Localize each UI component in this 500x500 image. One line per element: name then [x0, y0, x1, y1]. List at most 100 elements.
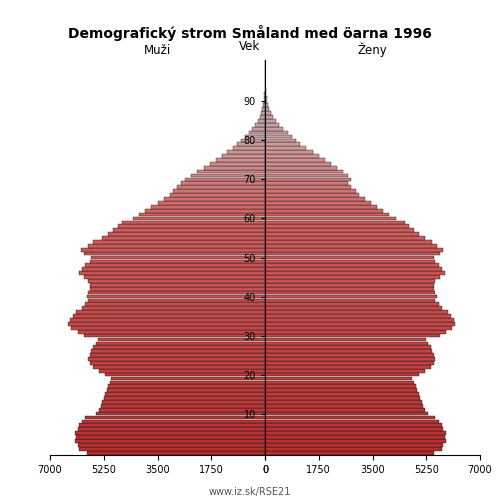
Bar: [265, 130, 287, 134]
Bar: [222, 154, 265, 158]
Bar: [265, 100, 268, 103]
Bar: [87, 451, 265, 454]
Bar: [265, 104, 268, 107]
Bar: [88, 279, 265, 283]
Bar: [112, 376, 265, 380]
Bar: [102, 400, 265, 404]
Bar: [93, 346, 265, 349]
Bar: [265, 166, 337, 170]
Bar: [88, 357, 265, 361]
Bar: [265, 275, 440, 279]
Bar: [261, 111, 265, 115]
Bar: [164, 197, 265, 201]
Bar: [265, 408, 424, 412]
Bar: [265, 451, 434, 454]
Bar: [265, 212, 390, 216]
Bar: [238, 142, 265, 146]
Bar: [265, 350, 432, 353]
Bar: [110, 380, 265, 384]
Bar: [265, 365, 431, 368]
Bar: [204, 166, 265, 170]
Bar: [265, 162, 331, 166]
Bar: [90, 353, 265, 357]
Bar: [265, 294, 437, 298]
Bar: [265, 420, 438, 424]
Bar: [265, 111, 271, 115]
Bar: [185, 178, 265, 182]
Bar: [70, 318, 265, 322]
Bar: [265, 150, 312, 154]
Bar: [265, 170, 344, 173]
Bar: [265, 272, 444, 275]
Bar: [265, 291, 436, 294]
Bar: [265, 372, 418, 376]
Bar: [88, 291, 265, 294]
Bar: [265, 400, 422, 404]
Bar: [265, 209, 384, 212]
Bar: [173, 190, 265, 193]
Bar: [86, 416, 265, 420]
Bar: [265, 342, 428, 345]
Bar: [265, 380, 414, 384]
Bar: [265, 396, 420, 400]
Bar: [265, 310, 448, 314]
Bar: [265, 346, 431, 349]
Bar: [265, 279, 436, 283]
Bar: [265, 432, 446, 435]
Bar: [84, 252, 265, 256]
Bar: [87, 294, 265, 298]
Bar: [106, 372, 265, 376]
Bar: [245, 134, 265, 138]
Bar: [96, 342, 265, 345]
Bar: [170, 193, 265, 197]
Bar: [79, 424, 265, 427]
Bar: [265, 190, 356, 193]
Bar: [265, 108, 270, 111]
Bar: [265, 232, 418, 236]
Bar: [226, 150, 265, 154]
Bar: [73, 314, 265, 318]
Bar: [265, 256, 434, 260]
Bar: [260, 115, 265, 119]
Bar: [265, 224, 410, 228]
Bar: [252, 127, 265, 130]
Bar: [102, 236, 265, 240]
Bar: [265, 92, 266, 96]
Bar: [265, 154, 319, 158]
Bar: [152, 205, 265, 208]
Bar: [265, 193, 358, 197]
Bar: [93, 365, 265, 368]
Bar: [133, 216, 265, 220]
Bar: [258, 119, 265, 122]
Bar: [264, 100, 265, 103]
Bar: [265, 428, 443, 431]
Title: Ženy: Ženy: [358, 43, 388, 58]
Bar: [108, 384, 265, 388]
Bar: [265, 369, 424, 372]
Bar: [79, 447, 265, 450]
Bar: [106, 392, 265, 396]
Bar: [265, 439, 446, 443]
Bar: [113, 228, 265, 232]
Bar: [265, 338, 426, 342]
Bar: [92, 256, 265, 260]
Bar: [265, 392, 418, 396]
Bar: [158, 201, 265, 204]
Bar: [72, 326, 265, 330]
Bar: [76, 435, 265, 439]
Bar: [92, 350, 265, 353]
Bar: [122, 220, 265, 224]
Bar: [210, 162, 265, 166]
Bar: [265, 236, 424, 240]
Bar: [263, 104, 265, 107]
Text: Demografický strom Småland med öarna 1996: Demografický strom Småland med öarna 199…: [68, 25, 432, 41]
Bar: [265, 146, 306, 150]
Bar: [265, 119, 276, 122]
Bar: [265, 447, 442, 450]
Bar: [265, 252, 440, 256]
Bar: [265, 287, 434, 290]
Bar: [265, 127, 283, 130]
Bar: [99, 408, 265, 412]
Bar: [265, 361, 434, 364]
Bar: [265, 158, 325, 162]
